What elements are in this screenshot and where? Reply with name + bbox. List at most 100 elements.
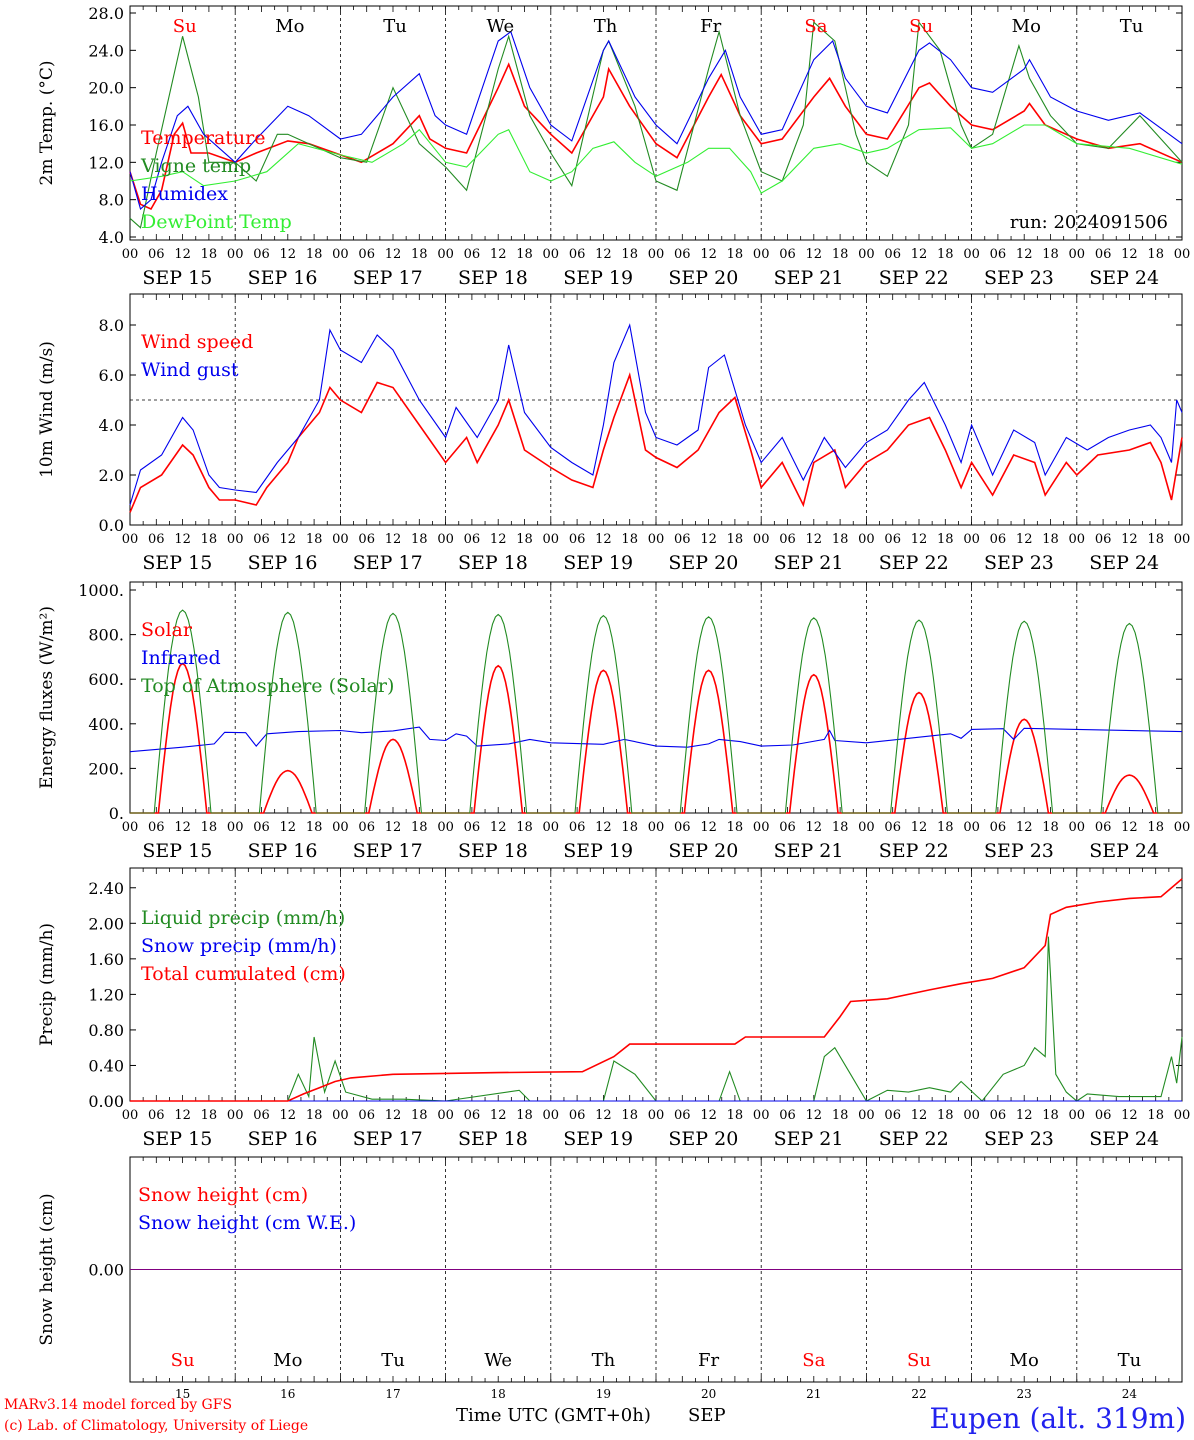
hour-tick-label: 00: [332, 1108, 349, 1123]
hour-tick-label: 18: [832, 247, 849, 262]
hour-tick-label: 12: [1121, 247, 1138, 262]
hour-tick-label: 18: [411, 247, 428, 262]
hour-tick-label: 06: [674, 532, 691, 547]
y-tick-label: 0.: [109, 804, 124, 823]
series-line: [130, 878, 1183, 1102]
day-number-label: 20: [701, 1387, 716, 1401]
weekday-label: Mo: [275, 16, 304, 37]
hour-tick-label: 12: [385, 1108, 402, 1123]
hour-tick-label: 18: [621, 1108, 638, 1123]
y-axis-label: Snow height (cm): [37, 1193, 57, 1345]
day-label: SEP 20: [668, 840, 738, 862]
y-tick-label: 0.80: [88, 1021, 124, 1040]
day-label: SEP 22: [879, 840, 949, 862]
hour-tick-label: 12: [911, 532, 928, 547]
weekday-label: Sa: [804, 16, 827, 37]
day-label: SEP 24: [1089, 1128, 1159, 1150]
weekday-label: Fr: [698, 1350, 719, 1371]
hour-tick-label: 18: [306, 820, 323, 835]
hour-tick-label: 06: [148, 247, 165, 262]
y-tick-label: 24.0: [88, 41, 124, 60]
hour-tick-label: 18: [727, 247, 744, 262]
hour-tick-label: 06: [1095, 820, 1112, 835]
hour-tick-label: 12: [806, 532, 823, 547]
day-number-label: 22: [911, 1387, 926, 1401]
hour-tick-label: 12: [1121, 1108, 1138, 1123]
hour-tick-label: 00: [753, 820, 770, 835]
hour-tick-label: 12: [174, 820, 191, 835]
y-tick-label: 16.0: [88, 116, 124, 135]
hour-tick-label: 00: [227, 820, 244, 835]
hour-tick-label: 18: [411, 532, 428, 547]
hour-tick-label: 06: [253, 532, 270, 547]
series-line: [129, 372, 1183, 513]
hour-tick-label: 00: [437, 820, 454, 835]
day-number-label: 15: [175, 1387, 190, 1401]
hour-tick-label: 00: [543, 247, 560, 262]
day-label: SEP 18: [458, 552, 528, 574]
day-label: SEP 24: [1089, 552, 1159, 574]
hour-tick-label: 06: [253, 820, 270, 835]
hour-tick-label: 06: [464, 820, 481, 835]
hour-tick-label: 00: [227, 1108, 244, 1123]
hour-tick-label: 06: [990, 1108, 1007, 1123]
hour-tick-label: 12: [911, 247, 928, 262]
hour-tick-label: 12: [700, 1108, 717, 1123]
y-tick-label: 2.00: [88, 914, 124, 933]
series-line: [129, 30, 1183, 210]
hour-tick-label: 18: [621, 247, 638, 262]
hour-tick-label: 06: [779, 247, 796, 262]
hour-tick-label: 06: [1095, 532, 1112, 547]
hour-tick-label: 18: [727, 532, 744, 547]
hour-tick-label: 18: [516, 532, 533, 547]
hour-tick-label: 00: [122, 532, 139, 547]
hour-tick-label: 00: [648, 820, 665, 835]
hour-tick-label: 00: [1069, 532, 1086, 547]
legend-label: Snow precip (mm/h): [141, 935, 337, 957]
panel-temp: 4.0 8.0 12.0 16.0 20.0 24.0 28.0 2m Temp. (°C) T…: [37, 4, 1190, 289]
y-tick-label: 8.0: [99, 316, 124, 335]
hour-tick-label: 00: [227, 247, 244, 262]
hour-tick-label: 18: [937, 247, 954, 262]
hour-tick-label: 00: [1069, 247, 1086, 262]
hour-tick-label: 06: [358, 1108, 375, 1123]
hour-tick-label: 00: [963, 820, 980, 835]
hour-tick-label: 00: [543, 1108, 560, 1123]
hour-tick-label: 06: [990, 247, 1007, 262]
y-tick-label: 12.0: [88, 153, 124, 172]
hour-tick-label: 06: [464, 247, 481, 262]
weekday-label: Su: [907, 1350, 931, 1371]
hour-tick-label: 00: [437, 532, 454, 547]
series-line: [130, 609, 1182, 814]
hour-tick-label: 18: [832, 1108, 849, 1123]
y-tick-label: 4.0: [99, 228, 124, 247]
hour-tick-label: 18: [411, 1108, 428, 1123]
hour-tick-label: 12: [911, 1108, 928, 1123]
hour-tick-label: 06: [148, 820, 165, 835]
legend-label: Liquid precip (mm/h): [141, 907, 345, 929]
hour-tick-label: 12: [385, 247, 402, 262]
hour-tick-label: 12: [385, 532, 402, 547]
y-tick-label: 600.: [88, 670, 124, 689]
legend-label: Solar: [141, 619, 193, 641]
hour-tick-label: 12: [490, 820, 507, 835]
day-label: SEP 21: [774, 840, 844, 862]
day-label: SEP 17: [353, 552, 423, 574]
hour-tick-label: 18: [832, 820, 849, 835]
hour-tick-label: 00: [858, 532, 875, 547]
weekday-label: Tu: [381, 1350, 405, 1371]
hour-tick-label: 00: [858, 820, 875, 835]
day-label: SEP 18: [458, 840, 528, 862]
month-label: SEP: [688, 1405, 726, 1426]
hour-tick-label: 06: [253, 1108, 270, 1123]
day-label: SEP 23: [984, 267, 1054, 289]
weekday-label: Tu: [383, 16, 407, 37]
hour-tick-label: 00: [858, 1108, 875, 1123]
legend-label: Wind gust: [141, 359, 239, 381]
hour-tick-label: 06: [674, 247, 691, 262]
hour-tick-label: 00: [963, 247, 980, 262]
y-tick-label: 0.00: [88, 1092, 124, 1111]
hour-tick-label: 00: [753, 532, 770, 547]
day-number-label: 16: [280, 1387, 295, 1401]
